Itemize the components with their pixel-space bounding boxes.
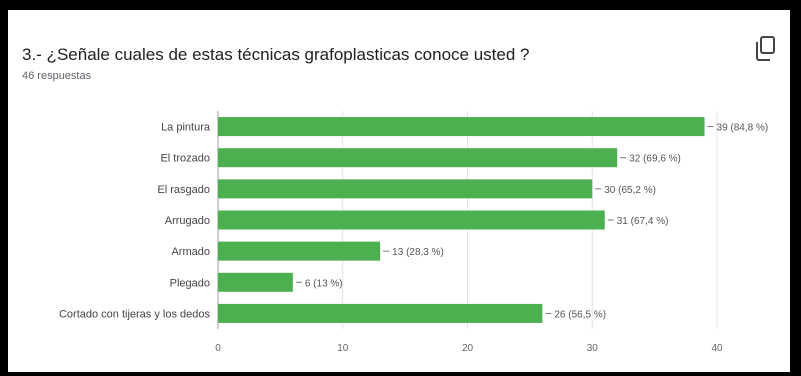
value-label: 31 (67,4 %): [617, 216, 669, 227]
category-label: El trozado: [160, 153, 210, 165]
bar: [218, 117, 705, 137]
value-label: 26 (56,5 %): [554, 309, 606, 320]
category-label: La pintura: [161, 122, 211, 134]
bar: [218, 241, 381, 261]
x-tick-label: 0: [215, 343, 221, 354]
bar: [218, 148, 618, 168]
value-label: 30 (65,2 %): [604, 185, 656, 196]
x-tick-label: 30: [587, 343, 599, 354]
bar: [218, 179, 593, 199]
copy-icon[interactable]: [752, 34, 778, 64]
response-count: 46 respuestas: [22, 70, 92, 82]
category-label: El rasgado: [157, 184, 210, 196]
bar: [218, 303, 543, 323]
value-label: 6 (13 %): [305, 278, 343, 289]
value-label: 39 (84,8 %): [717, 123, 769, 134]
question-card: 3.- ¿Señale cuales de estas técnicas gra…: [8, 10, 790, 372]
bar: [218, 210, 605, 230]
value-label: 13 (28,3 %): [392, 247, 444, 258]
bar-chart: 0 10 20 30 40 La pintura 39 (84,8 %) El trozado…: [59, 111, 769, 354]
category-label: Arrugado: [165, 215, 210, 227]
question-title: 3.- ¿Señale cuales de estas técnicas gra…: [22, 45, 530, 64]
x-tick-label: 40: [711, 343, 723, 354]
category-label: Plegado: [170, 277, 210, 289]
bar: [218, 272, 293, 292]
category-label: Cortado con tijeras y los dedos: [59, 308, 211, 320]
x-tick-label: 10: [337, 343, 349, 354]
x-tick-label: 20: [462, 343, 474, 354]
category-label: Armado: [171, 246, 210, 258]
value-label: 32 (69,6 %): [629, 154, 681, 165]
